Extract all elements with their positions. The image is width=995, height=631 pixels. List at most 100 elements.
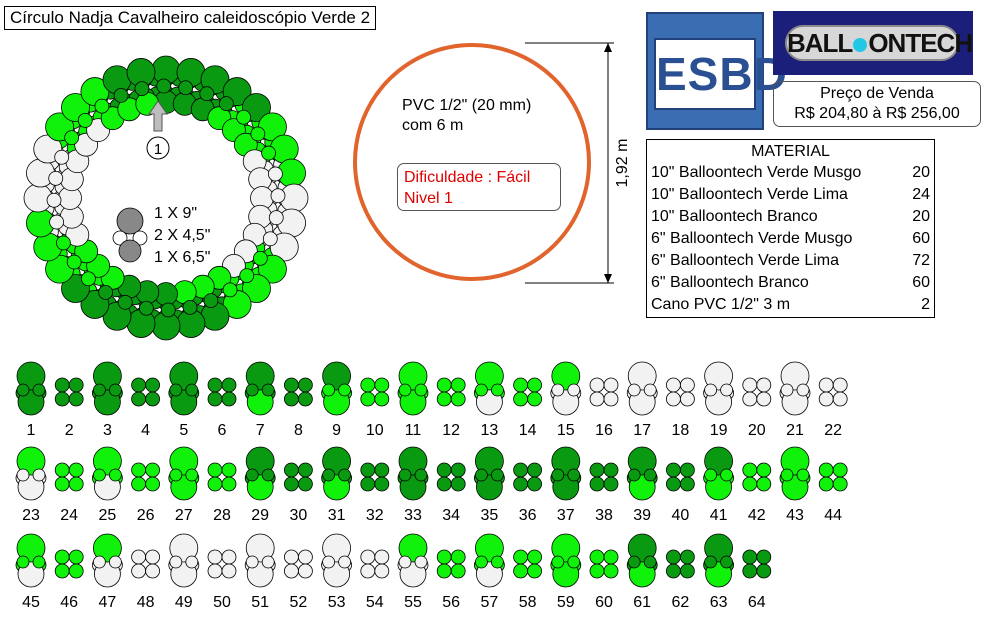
cluster-number: 38 [595, 507, 613, 524]
small-balloon [245, 468, 259, 482]
small-balloon [54, 462, 70, 478]
small-balloon [818, 462, 834, 478]
balloon-cluster-48 [131, 549, 161, 579]
small-balloon [207, 462, 223, 478]
wreath-small-balloon [81, 271, 96, 287]
balloon-cluster-27 [168, 446, 200, 501]
small-balloon [626, 557, 642, 573]
small-balloon [490, 555, 504, 569]
small-balloon [589, 391, 605, 407]
start-arrow-icon [148, 100, 168, 132]
big-balloon-top [322, 361, 352, 391]
small-balloon [719, 557, 734, 573]
small-balloon [603, 563, 619, 579]
small-balloon [704, 555, 717, 569]
small-balloon [832, 476, 848, 492]
small-balloon [321, 557, 337, 573]
difficulty-box: Dificuldade : Fácil Nivel 1 [397, 163, 561, 211]
small-balloon [184, 385, 200, 401]
wreath-small-balloon [261, 145, 276, 161]
wreath-small-balloon [54, 149, 70, 165]
big-balloon-bottom [399, 560, 427, 588]
tip-line-3: 1 X 6,5" [154, 249, 211, 266]
big-balloon-bottom [94, 473, 121, 501]
cluster-number: 13 [480, 422, 499, 439]
small-balloon [93, 468, 106, 482]
balloon-cluster-18 [666, 377, 695, 407]
big-balloon-top [627, 533, 657, 563]
balloon-cluster-34 [436, 462, 466, 492]
material-list: MATERIAL 10" Balloontech Verde Musgo 20 1… [646, 139, 935, 318]
cluster-number: 50 [213, 594, 231, 611]
wreath-small-balloon [49, 214, 65, 230]
small-balloon [221, 476, 237, 492]
small-balloon [756, 391, 772, 407]
small-balloon [550, 385, 566, 401]
balloon-cluster-59 [550, 533, 582, 588]
difficulty-label: Dificuldade : Fácil [404, 169, 531, 186]
small-balloon [131, 462, 147, 478]
small-balloon [260, 470, 276, 486]
big-balloon-bottom [170, 560, 198, 588]
small-balloon [796, 468, 810, 482]
small-balloon [666, 462, 681, 478]
big-balloon-bottom [246, 388, 274, 416]
cluster-number: 29 [251, 507, 270, 524]
small-balloon [168, 470, 184, 486]
small-balloon [283, 476, 299, 492]
small-balloon [703, 470, 718, 486]
pvc-frame-diagram: 1,92 m [353, 42, 631, 284]
big-balloon-top [322, 533, 352, 563]
small-balloon [818, 476, 834, 492]
small-balloon [756, 462, 772, 478]
cluster-number: 5 [179, 422, 189, 439]
material-name: 6" Balloontech Verde Lima [651, 252, 840, 269]
small-balloon [450, 377, 466, 393]
small-balloon [68, 377, 84, 393]
cluster-number: 31 [327, 507, 346, 524]
small-balloon [720, 383, 733, 397]
balloon-wreath: 1 [23, 55, 309, 341]
wreath-small-balloon [218, 96, 234, 112]
small-balloon [374, 563, 390, 579]
small-balloon [297, 391, 313, 407]
big-balloon-top [627, 446, 657, 476]
big-balloon-top [704, 446, 733, 476]
tip-balloon-65 [118, 239, 142, 263]
small-balloon [321, 385, 337, 401]
cluster-number: 21 [786, 422, 804, 439]
small-balloon [261, 555, 275, 569]
material-row: 6" Balloontech Branco 60 [651, 272, 930, 294]
small-balloon [642, 385, 658, 401]
esbd-logo-text: ESBD [654, 38, 787, 110]
material-row: 10" Balloontech Verde Lima 24 [651, 184, 930, 206]
balloon-cluster-55 [397, 533, 429, 588]
small-balloon [322, 468, 336, 482]
big-balloon-top [169, 361, 199, 391]
cluster-number: 17 [633, 422, 652, 439]
small-balloon [450, 563, 466, 579]
small-balloon [703, 385, 718, 401]
small-balloon [513, 476, 528, 492]
balloon-cluster-53 [321, 533, 353, 588]
balloon-cluster-16 [589, 377, 619, 407]
small-balloon [603, 549, 619, 565]
balloon-cluster-63 [703, 533, 734, 588]
big-balloon-bottom [17, 388, 45, 416]
wreath-small-balloon [94, 98, 110, 114]
material-row: Cano PVC 1/2" 3 m 2 [651, 294, 930, 316]
cluster-number: 57 [480, 594, 499, 611]
small-balloon [185, 468, 199, 482]
small-balloon [473, 385, 489, 401]
cluster-number: 43 [786, 507, 804, 524]
tip-balloon-45 [112, 230, 128, 246]
wreath-small-balloon [64, 130, 80, 146]
small-balloon [720, 555, 733, 569]
small-balloon [397, 557, 413, 573]
small-balloon [756, 563, 772, 579]
cluster-number: 20 [747, 422, 766, 439]
small-balloon [603, 462, 619, 478]
small-balloon [680, 462, 695, 478]
big-balloon-bottom [781, 388, 809, 416]
balloon-cluster-39 [626, 446, 658, 501]
